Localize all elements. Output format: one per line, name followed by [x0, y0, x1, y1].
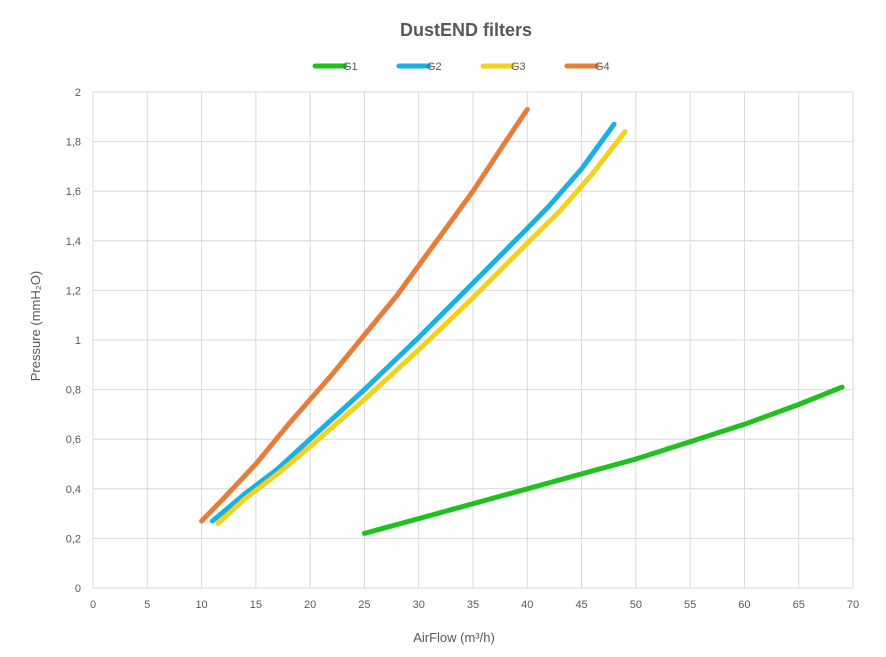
x-tick-label: 40 [521, 599, 533, 611]
x-tick-label: 30 [413, 599, 425, 611]
x-axis-ticks: 0 5 10 15 20 25 30 35 40 45 50 55 60 65 70 [90, 599, 859, 611]
x-tick-label: 45 [575, 599, 587, 611]
y-tick-label: 0,6 [66, 434, 81, 446]
x-tick-label: 55 [684, 599, 696, 611]
x-tick-label: 50 [630, 599, 642, 611]
legend: G1 G2 G3 G4 [312, 61, 610, 73]
chart-title: DustEND filters [400, 20, 532, 40]
series-line-g3 [215, 129, 628, 526]
x-tick-label: 15 [250, 599, 262, 611]
y-tick-label: 1,6 [66, 186, 81, 198]
series-line-g2 [209, 121, 617, 524]
x-axis-title: AirFlow (m³/h) [413, 630, 495, 645]
x-tick-label: 25 [358, 599, 370, 611]
y-tick-label: 1,4 [66, 236, 81, 248]
y-tick-label: 0,4 [66, 484, 81, 496]
legend-label-g2: G2 [427, 61, 442, 73]
series-line-g1 [361, 384, 845, 536]
legend-label-g1: G1 [343, 61, 358, 73]
series-line-g4 [199, 106, 530, 524]
y-tick-label: 0 [75, 583, 81, 595]
x-tick-label: 35 [467, 599, 479, 611]
legend-label-g4: G4 [595, 61, 610, 73]
x-tick-label: 60 [738, 599, 750, 611]
x-tick-label: 20 [304, 599, 316, 611]
series-group [199, 106, 845, 536]
y-tick-label: 0,8 [66, 385, 81, 397]
grid [92, 91, 854, 589]
y-axis-ticks: 0 0,2 0,4 0,6 0,8 1 1,2 1,4 1,6 1,8 2 [66, 87, 81, 595]
x-tick-label: 0 [90, 599, 96, 611]
y-tick-label: 0,2 [66, 533, 81, 545]
y-tick-label: 1,2 [66, 285, 81, 297]
x-tick-label: 5 [144, 599, 150, 611]
legend-label-g3: G3 [511, 61, 526, 73]
x-tick-label: 70 [847, 599, 859, 611]
x-tick-label: 10 [195, 599, 207, 611]
y-tick-label: 1,8 [66, 137, 81, 149]
x-tick-label: 65 [793, 599, 805, 611]
y-axis-title: Pressure (mmH₂O) [28, 271, 43, 382]
y-tick-label: 1 [75, 335, 81, 347]
y-tick-label: 2 [75, 87, 81, 99]
